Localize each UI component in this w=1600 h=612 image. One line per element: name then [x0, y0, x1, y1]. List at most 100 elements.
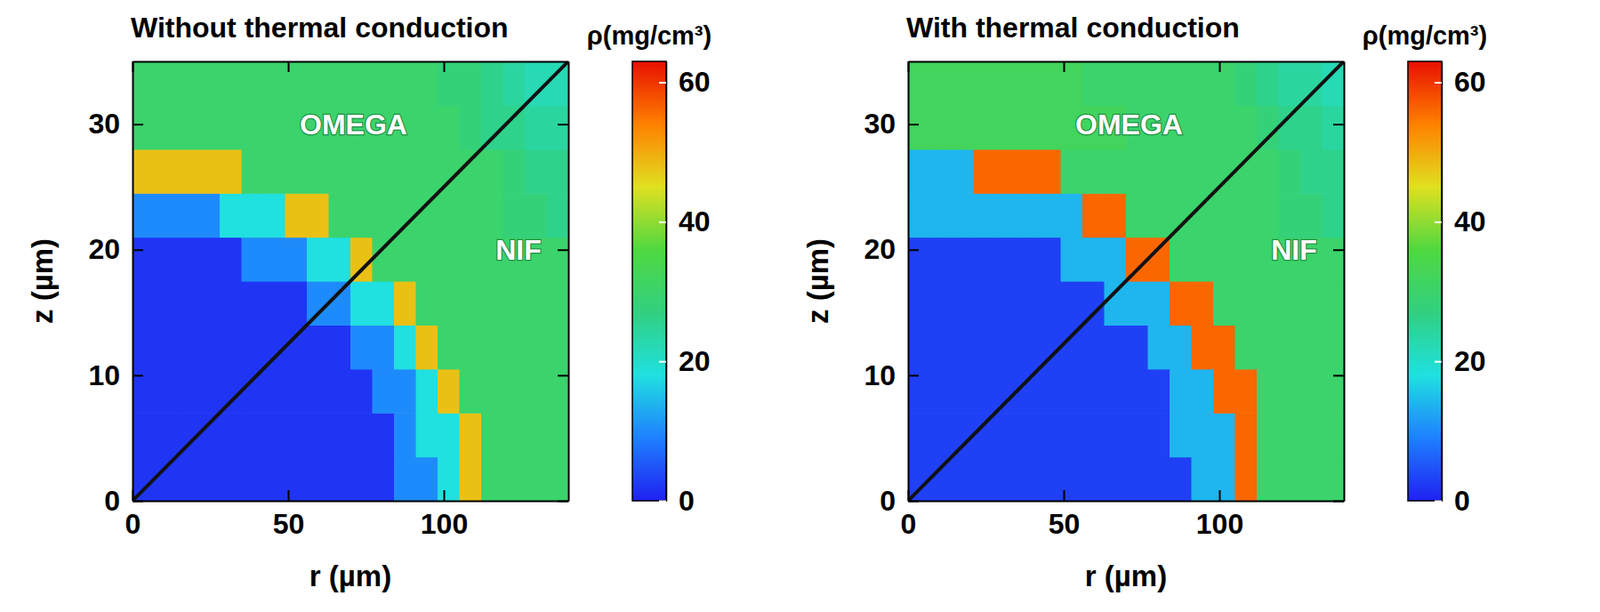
heatmap-cell: [1125, 237, 1149, 282]
heatmap-cell: [930, 457, 953, 501]
heatmap-cell: [524, 281, 547, 326]
heatmap-cell: [481, 61, 504, 106]
heatmap-cell: [1148, 324, 1171, 370]
heatmap-cell: [908, 237, 931, 282]
heatmap-cell: [132, 104, 155, 150]
heatmap-cell: [1017, 457, 1040, 501]
heatmap-cell: [1278, 192, 1302, 238]
heatmap-cell: [973, 104, 997, 150]
heatmap-cell: [908, 149, 931, 194]
tick-mark: [1333, 374, 1344, 377]
heatmap-cell: [908, 192, 931, 238]
annotation: OMEGA: [1075, 108, 1183, 141]
panel: 0501000102030OMEGANIFr (µm)z (µm)With th…: [801, 11, 1488, 593]
heatmap-cell: [1038, 412, 1062, 458]
tick-label: 0: [900, 507, 917, 540]
heatmap-cell: [481, 281, 504, 326]
tick-mark: [1333, 249, 1344, 251]
heatmap-cell: [176, 369, 199, 414]
heatmap-cell: [1213, 192, 1236, 238]
heatmap-cell: [393, 281, 417, 326]
tick-label: 30: [88, 107, 121, 140]
heatmap-cell: [973, 369, 997, 414]
heatmap-cell: [437, 237, 460, 282]
heatmap-cell: [459, 412, 483, 458]
heatmap-cell: [1300, 104, 1323, 150]
heatmap-cell: [219, 457, 242, 501]
heatmap-cell: [459, 457, 483, 501]
heatmap-cell: [546, 192, 570, 238]
heatmap-cell: [1235, 192, 1258, 238]
heatmap-cell: [132, 149, 155, 194]
heatmap-cell: [459, 104, 483, 150]
heatmap-cell: [154, 61, 177, 106]
heatmap-cell: [1061, 457, 1084, 501]
heatmap-cell: [1191, 61, 1215, 106]
heatmap-cell: [1322, 324, 1345, 370]
heatmap-cell: [995, 61, 1018, 106]
heatmap-cell: [546, 61, 570, 106]
heatmap-cell: [329, 237, 352, 282]
heatmap-cell: [951, 324, 974, 370]
heatmap-cell: [1191, 457, 1215, 501]
heatmap-cell: [1191, 149, 1215, 194]
heatmap-cell: [1322, 412, 1345, 458]
heatmap-cell: [481, 369, 504, 414]
heatmap-cell: [1278, 457, 1302, 501]
heatmap-cell: [930, 104, 953, 150]
heatmap-cell: [1082, 149, 1105, 194]
heatmap-cell: [176, 149, 199, 194]
heatmap-cell: [973, 237, 997, 282]
heatmap-cell: [1061, 237, 1084, 282]
heatmap-cell: [263, 281, 286, 326]
heatmap-cell: [1300, 149, 1323, 194]
heatmap-cell: [198, 281, 221, 326]
heatmap-cell: [198, 149, 221, 194]
axis-line: [1441, 62, 1444, 502]
axis-line: [132, 62, 135, 502]
heatmap-cell: [1169, 369, 1192, 414]
heatmap-cell: [154, 149, 177, 194]
tick-mark: [1063, 61, 1066, 73]
tick-label: 60: [1454, 65, 1487, 98]
heatmap-cell: [908, 281, 931, 326]
heatmap-cell: [198, 324, 221, 370]
heatmap-cell: [1300, 412, 1323, 458]
heatmap-cell: [1278, 104, 1302, 150]
tick-label: 10: [863, 359, 896, 392]
heatmap-cell: [306, 192, 330, 238]
heatmap-cell: [1256, 412, 1279, 458]
heatmap-cell: [1038, 237, 1062, 282]
axis-line: [666, 62, 668, 502]
heatmap-cell: [1038, 281, 1062, 326]
heatmap-cell: [263, 104, 286, 150]
heatmap-cell: [1278, 61, 1302, 106]
heatmap-cell: [503, 412, 526, 458]
heatmap-cell: [350, 192, 373, 238]
heatmap-cell: [329, 369, 352, 414]
heatmap-cell: [1213, 61, 1236, 106]
heatmap-cell: [263, 237, 286, 282]
x-axis-top: [133, 61, 570, 73]
heatmap-cell: [1213, 281, 1236, 326]
heatmap-cell: [524, 324, 547, 370]
heatmap-cell: [481, 412, 504, 458]
heatmap-cell: [1213, 237, 1236, 282]
heatmap-cell: [1322, 457, 1345, 501]
heatmap-cell: [285, 324, 308, 370]
heatmap-cell: [1235, 104, 1258, 150]
heatmap-cell: [481, 192, 504, 238]
heatmap-cell: [393, 61, 417, 106]
heatmap-cell: [546, 324, 570, 370]
heatmap-cell: [1256, 192, 1279, 238]
tick: 30: [88, 107, 144, 140]
heatmap-cell: [154, 237, 177, 282]
heatmap-cell: [437, 281, 460, 326]
heatmap-cell: [973, 149, 997, 194]
tick-mark: [288, 490, 290, 501]
heatmap-cell: [372, 457, 395, 501]
heatmap-cell: [416, 324, 439, 370]
tick-mark: [1219, 490, 1222, 501]
tick-mark: [1434, 221, 1442, 224]
heatmap-cell: [285, 412, 308, 458]
